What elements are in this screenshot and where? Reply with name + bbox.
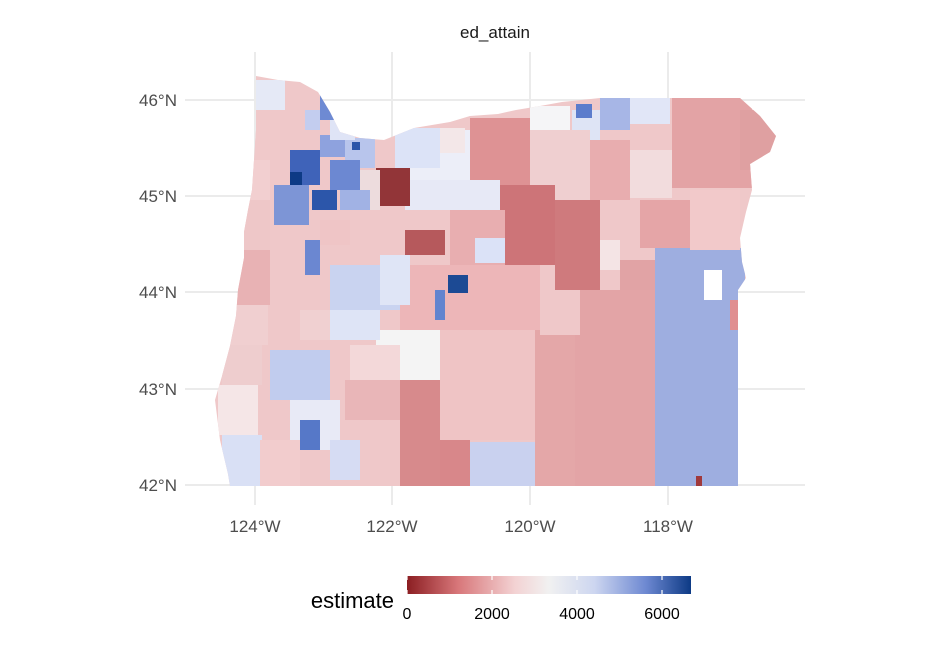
region-forest-grove xyxy=(290,172,302,186)
region-wallowa-east xyxy=(740,110,776,170)
lon-axis: 124°W 122°W 120°W 118°W xyxy=(229,517,693,536)
region-cave-junction xyxy=(300,420,320,450)
region-astoria xyxy=(255,80,285,110)
region-brookings xyxy=(222,435,262,486)
legend-tick-4000: 4000 xyxy=(559,606,595,623)
region-roseburg xyxy=(270,350,330,400)
lat-tick-44: 44°N xyxy=(139,283,177,302)
region-oregon-city xyxy=(340,190,370,210)
region-lincoln xyxy=(240,200,270,250)
lat-tick-43: 43°N xyxy=(139,380,177,399)
region-eugene xyxy=(300,310,330,340)
region-wasco-south xyxy=(405,180,500,210)
region-grants-pass xyxy=(260,440,300,486)
region-john-day xyxy=(600,240,620,270)
region-pendleton-city xyxy=(576,104,592,118)
region-tillamook xyxy=(240,160,270,200)
region-sweet-home xyxy=(380,255,410,305)
region-southeast-spot xyxy=(696,476,702,486)
region-prospect xyxy=(345,380,400,420)
legend-tick-0: 0 xyxy=(403,606,412,623)
legend-tick-6000: 6000 xyxy=(644,606,680,623)
region-the-dalles xyxy=(440,128,465,153)
region-ukiah xyxy=(590,140,630,200)
region-wallowa xyxy=(672,98,752,188)
lon-tick-120: 120°W xyxy=(504,517,555,536)
legend-title: estimate xyxy=(311,588,394,613)
region-beaverton xyxy=(330,160,360,190)
panel-title: ed_attain xyxy=(460,23,530,42)
region-malheur-south xyxy=(655,248,745,486)
region-coos-bay xyxy=(218,385,258,435)
region-hood-river xyxy=(395,128,440,168)
lon-tick-122: 122°W xyxy=(366,517,417,536)
region-salem xyxy=(320,220,350,245)
region-tualatin xyxy=(312,190,337,210)
region-warm-springs xyxy=(405,230,445,255)
region-ontario xyxy=(730,300,738,330)
region-grant-north xyxy=(500,185,555,250)
lat-tick-46: 46°N xyxy=(139,91,177,110)
lon-tick-124: 124°W xyxy=(229,517,280,536)
region-grant-east xyxy=(555,200,600,290)
region-madras xyxy=(475,238,505,263)
region-unity xyxy=(620,260,655,290)
region-reedsport xyxy=(222,345,262,385)
region-harney-west xyxy=(535,330,575,486)
region-hood-river-south xyxy=(376,168,410,206)
region-bend xyxy=(435,290,445,320)
lat-tick-42: 42°N xyxy=(139,476,177,495)
region-baker xyxy=(640,200,690,248)
region-gilliam xyxy=(470,118,530,188)
region-lake-gap xyxy=(704,270,722,300)
region-crook xyxy=(400,265,540,330)
region-lagrande xyxy=(630,150,672,198)
region-milton xyxy=(600,98,630,130)
region-lake-north xyxy=(440,330,535,440)
region-baker-north xyxy=(690,190,740,250)
lat-axis: 46°N 45°N 44°N 43°N 42°N xyxy=(139,91,177,495)
region-albany xyxy=(305,240,320,275)
region-lake-west xyxy=(440,440,470,486)
oregon-regions xyxy=(215,76,776,486)
region-harney-east xyxy=(575,290,655,486)
region-vernonia xyxy=(305,110,320,130)
region-seaside xyxy=(255,120,280,160)
legend-tick-2000: 2000 xyxy=(474,606,510,623)
region-portland-nw xyxy=(320,135,345,157)
lat-tick-45: 45°N xyxy=(139,187,177,206)
region-grant-south xyxy=(505,250,555,265)
region-weston xyxy=(630,98,670,124)
region-medford xyxy=(330,440,360,480)
region-st-helens xyxy=(320,90,335,120)
legend: estimate 0 2000 4000 6000 xyxy=(311,576,691,623)
region-oakridge xyxy=(350,345,400,385)
lon-tick-118: 118°W xyxy=(643,517,693,536)
region-lake-south xyxy=(470,442,535,486)
region-klamath-east xyxy=(400,380,440,486)
region-ashland xyxy=(360,420,400,486)
legend-colorbar xyxy=(407,576,691,594)
region-newport xyxy=(235,250,270,305)
region-florence xyxy=(228,305,268,345)
region-portland-core xyxy=(352,142,360,150)
region-mcminnville xyxy=(274,185,309,225)
region-burns xyxy=(540,290,580,335)
region-redmond xyxy=(448,275,468,293)
